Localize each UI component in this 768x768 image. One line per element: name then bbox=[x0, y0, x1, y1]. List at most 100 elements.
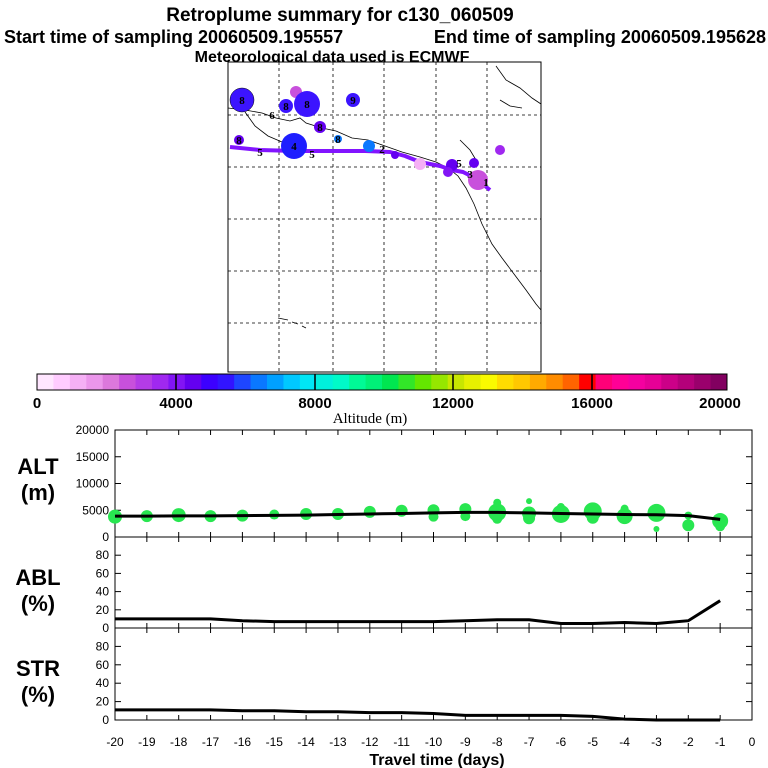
colorbar-tick-labels: 0 4000 8000 12000 16000 20000 bbox=[33, 395, 741, 412]
x-tick-label: -6 bbox=[556, 735, 567, 749]
y-tick-label: 80 bbox=[96, 639, 110, 653]
panel-alt: 0 5000 10000 15000 20000 ALT(m) bbox=[17, 423, 753, 544]
colorbar-swatch bbox=[86, 374, 104, 390]
colorbar-swatch bbox=[53, 374, 71, 390]
colorbar-swatch bbox=[332, 374, 350, 390]
start-time-text: Start time of sampling 20060509.195557 bbox=[4, 27, 343, 47]
colorbar-tick-label: 0 bbox=[33, 395, 41, 412]
plume-marker bbox=[469, 158, 479, 168]
x-tick-label: -8 bbox=[492, 735, 503, 749]
x-tick-label: -11 bbox=[393, 735, 410, 749]
plume-marker bbox=[229, 87, 255, 113]
colorbar-tick-label: 16000 bbox=[571, 395, 613, 412]
y-tick-label: 20 bbox=[96, 603, 110, 617]
panel-frame bbox=[114, 627, 753, 721]
colorbar-swatch bbox=[694, 374, 712, 390]
colorbar-swatch bbox=[267, 374, 284, 390]
plume-marker bbox=[281, 133, 307, 159]
colorbar-swatch bbox=[595, 374, 613, 390]
end-time-text: End time of sampling 20060509.195628 bbox=[434, 27, 766, 47]
map-label: 8 bbox=[335, 134, 341, 146]
x-tick-label: -4 bbox=[619, 735, 630, 749]
map-label: 6 bbox=[269, 110, 275, 122]
colorbar-swatch bbox=[628, 374, 646, 390]
figure-title: Retroplume summary for c130_060509 bbox=[166, 5, 513, 26]
colorbar-swatch bbox=[677, 374, 695, 390]
colorbar-swatch bbox=[69, 374, 87, 390]
map-label: 5 bbox=[456, 158, 462, 170]
y-tick-label: 0 bbox=[102, 713, 109, 727]
plume-marker bbox=[414, 158, 426, 170]
x-tick-label: -17 bbox=[202, 735, 220, 749]
y-tick-label: 10000 bbox=[76, 477, 110, 491]
panel-abl: 0 20 40 60 80 ABL(%) bbox=[15, 536, 753, 635]
alt-point bbox=[556, 503, 565, 512]
plume-marker bbox=[314, 121, 326, 133]
y-tick-label: 40 bbox=[96, 676, 110, 690]
y-axis-label-line: (%) bbox=[21, 682, 55, 707]
plume-marker bbox=[234, 135, 244, 145]
y-axis-label-line: STR bbox=[16, 656, 60, 681]
alt-point bbox=[715, 521, 726, 532]
altitude-colorbar bbox=[36, 373, 728, 391]
colorbar-swatch bbox=[283, 374, 301, 390]
map-frame bbox=[227, 61, 542, 373]
x-tick-label: -14 bbox=[297, 735, 315, 749]
colorbar-swatch bbox=[184, 374, 202, 390]
colorbar-swatch bbox=[349, 374, 367, 390]
alt-point bbox=[493, 498, 502, 507]
time-series-panels: 05000100001500020000ALT(m)020406080ABL(%… bbox=[15, 423, 755, 768]
x-tick-label: -10 bbox=[425, 735, 443, 749]
plume-marker bbox=[391, 151, 399, 159]
alt-point bbox=[523, 512, 536, 525]
colorbar-tick-label: 20000 bbox=[699, 395, 741, 412]
colorbar-swatch bbox=[431, 374, 449, 390]
x-tick-label: -20 bbox=[106, 735, 124, 749]
x-tick-label: -9 bbox=[460, 735, 471, 749]
colorbar-frame bbox=[36, 373, 728, 391]
colorbar-swatch bbox=[612, 374, 629, 390]
map-label: 8 bbox=[304, 99, 310, 111]
colorbar-swatch bbox=[398, 374, 416, 390]
colorbar-swatch bbox=[529, 374, 547, 390]
plume-marker bbox=[443, 167, 453, 177]
alt-point bbox=[363, 505, 376, 518]
alt-point bbox=[653, 525, 660, 532]
colorbar-swatch bbox=[250, 374, 268, 390]
plume-marker bbox=[495, 145, 505, 155]
alt-mean-line bbox=[115, 510, 721, 521]
colorbar-swatch bbox=[464, 374, 482, 390]
x-tick-label: 0 bbox=[749, 735, 756, 749]
colorbar-label: Altitude (m) bbox=[333, 411, 408, 427]
map-graticule bbox=[228, 62, 541, 372]
y-tick-label: 80 bbox=[96, 548, 110, 562]
plume-marker bbox=[279, 99, 293, 113]
colorbar-swatch bbox=[37, 374, 54, 390]
alt-point bbox=[620, 504, 629, 513]
colorbar-swatch bbox=[497, 374, 514, 390]
map-label: 8 bbox=[236, 135, 242, 147]
alt-point bbox=[616, 508, 633, 525]
map-label: 8 bbox=[283, 101, 289, 113]
map-label: 2 bbox=[379, 144, 385, 156]
plume-marker bbox=[468, 170, 488, 190]
colorbar-swatch bbox=[661, 374, 679, 390]
alt-point bbox=[492, 513, 503, 524]
y-tick-label: 60 bbox=[96, 658, 110, 672]
x-tick-label: -1 bbox=[715, 735, 726, 749]
abl-line bbox=[115, 599, 721, 625]
plume-marker bbox=[334, 135, 342, 143]
colorbar-swatch bbox=[102, 374, 120, 390]
colorbar-swatch bbox=[382, 374, 399, 390]
y-axis-label-line: ABL bbox=[15, 565, 60, 590]
y-tick-label: 20 bbox=[96, 695, 110, 709]
y-tick-label: 20000 bbox=[76, 423, 110, 437]
colorbar-swatch bbox=[201, 374, 219, 390]
colorbar-swatch bbox=[513, 374, 531, 390]
colorbar-swatch bbox=[152, 374, 169, 390]
y-axis-label-line: ALT bbox=[17, 454, 59, 479]
x-tick-label: -18 bbox=[170, 735, 188, 749]
x-tick-label: -19 bbox=[138, 735, 156, 749]
y-tick-label: 60 bbox=[96, 566, 110, 580]
